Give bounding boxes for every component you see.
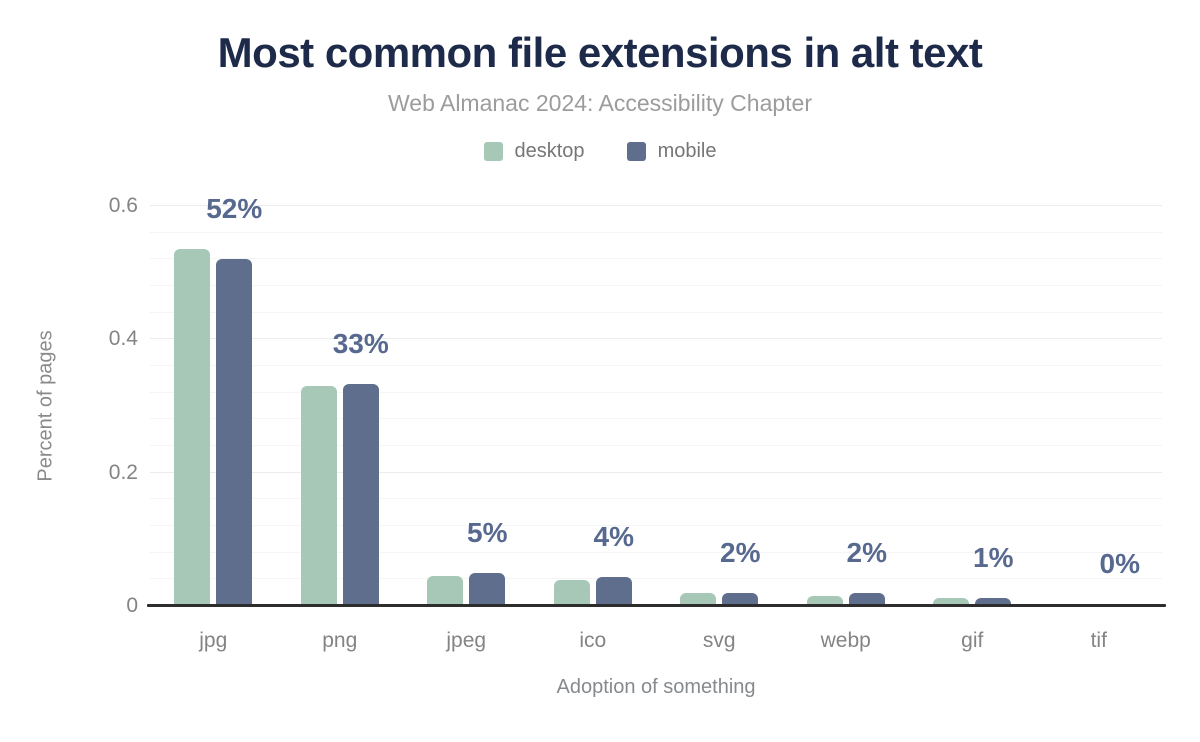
bar-group-gif: 1% gif	[909, 206, 1036, 652]
minor-gridline	[150, 525, 1162, 526]
bar-group-svg: 2% svg	[656, 206, 783, 652]
x-tick-label-tif: tif	[1090, 629, 1107, 652]
plot-area: 52% jpg 33% png 5% jpeg 4% ico 2% svg 2% webp 1% gif 0…	[109, 194, 1166, 653]
value-label-svg: 2%	[720, 537, 761, 569]
x-tick-label-jpeg: jpeg	[446, 629, 487, 652]
major-gridline	[150, 338, 1162, 340]
value-label-webp: 2%	[846, 537, 887, 569]
bar-desktop-webp	[806, 596, 843, 606]
value-label-png: 33%	[332, 328, 389, 359]
bar-desktop-png	[300, 386, 337, 606]
value-label-tif: 0%	[1099, 548, 1140, 579]
bar-mobile-gif	[975, 598, 1012, 606]
chart-title: Most common file extensions in alt text	[217, 29, 983, 76]
x-axis-title: Adoption of something	[556, 676, 756, 698]
x-tick-label-png: png	[322, 629, 358, 652]
bar-group-jpeg: 5% jpeg	[403, 206, 530, 652]
major-gridline	[150, 471, 1162, 473]
x-tick-label-jpg: jpg	[199, 629, 228, 652]
x-axis-line	[147, 604, 1166, 607]
minor-gridline	[150, 551, 1162, 553]
x-tick-label-ico: ico	[579, 629, 607, 652]
minor-gridline	[150, 285, 1162, 286]
value-label-ico: 4%	[593, 521, 634, 553]
legend-label-mobile: mobile	[657, 140, 717, 163]
minor-gridline	[150, 365, 1162, 366]
legend-item-mobile: mobile	[626, 140, 717, 163]
bar-mobile-jpg	[216, 259, 253, 606]
bar-mobile-jpeg	[469, 572, 506, 606]
minor-gridline	[150, 498, 1162, 500]
minor-gridline	[150, 578, 1162, 580]
bar-mobile-webp	[848, 593, 885, 606]
y-tick-label: 0.6	[108, 194, 138, 217]
y-axis-title: Percent of pages	[34, 330, 57, 482]
bar-group-webp: 2% webp	[783, 206, 910, 652]
bar-group-jpg: 52% jpg	[150, 195, 277, 652]
major-gridline	[150, 205, 1162, 206]
legend-label-desktop: desktop	[514, 140, 585, 163]
value-label-jpg: 52%	[206, 193, 263, 225]
minor-gridline	[150, 445, 1162, 446]
bar-group-ico: 4% ico	[530, 206, 657, 652]
bar-mobile-png	[342, 384, 379, 606]
bar-desktop-svg	[680, 593, 717, 606]
minor-gridline	[150, 418, 1162, 420]
bar-desktop-jpeg	[427, 576, 464, 606]
x-tick-label-svg: svg	[702, 629, 736, 652]
minor-gridline	[150, 231, 1162, 233]
x-tick-label-webp: webp	[820, 629, 871, 652]
legend-swatch-desktop	[483, 142, 503, 162]
chart-subtitle: Web Almanac 2024: Accessibility Chapter	[387, 90, 813, 117]
value-label-gif: 1%	[973, 542, 1014, 573]
bar-mobile-ico	[595, 577, 632, 606]
minor-gridline	[150, 311, 1162, 313]
bar-desktop-gif	[933, 598, 970, 606]
bar-mobile-svg	[722, 593, 759, 606]
legend-swatch-mobile	[626, 142, 646, 162]
value-label-jpeg: 5%	[467, 516, 508, 548]
legend: desktop mobile	[0, 140, 1200, 163]
bar-group-png: 33% png	[277, 206, 404, 652]
x-tick-label-gif: gif	[961, 629, 984, 652]
bar-desktop-jpg	[174, 249, 211, 606]
legend-item-desktop: desktop	[483, 140, 585, 163]
y-tick-label: 0	[126, 594, 138, 617]
bar-groups: 52% jpg 33% png 5% jpeg 4% ico 2% svg 2% webp 1% gif 0…	[150, 195, 1163, 653]
minor-gridline	[150, 391, 1162, 393]
bar-desktop-ico	[553, 580, 590, 606]
minor-gridline	[150, 258, 1162, 260]
y-tick-label: 0.2	[108, 460, 138, 484]
bar-group-tif: 0% tif	[1036, 206, 1163, 653]
y-tick-label: 0.4	[108, 327, 138, 351]
